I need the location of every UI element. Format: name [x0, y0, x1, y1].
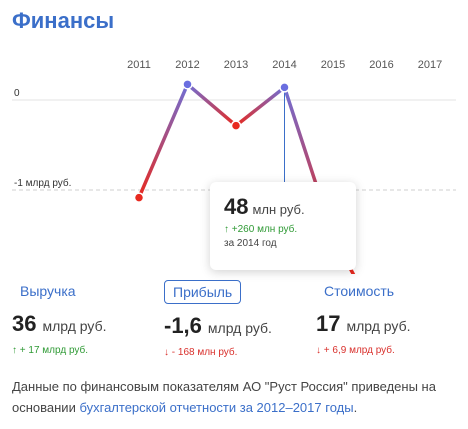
metric-profit[interactable]: Прибыль -1,6 млрд руб. ↓ - 168 млн руб.: [164, 280, 314, 358]
data-point: [182, 79, 193, 90]
accounting-report-link[interactable]: бухгалтерской отчетности за 2012–2017 го…: [79, 400, 354, 415]
y-tick-label: -1 млрд руб.: [14, 177, 71, 189]
metrics-panel: Выручка 36 млрд руб. ↑ + 17 млрд руб. Пр…: [0, 280, 468, 370]
page-title: Финансы: [12, 8, 115, 33]
x-tick-label: 2017: [418, 59, 442, 71]
x-tick-label: 2016: [369, 59, 393, 71]
series-line-segment: [185, 82, 238, 128]
value-value: 17: [316, 311, 341, 336]
value-unit: млрд руб.: [346, 318, 411, 334]
x-tick-label: 2011: [127, 59, 151, 71]
x-tick-label: 2013: [224, 59, 248, 71]
revenue-unit: млрд руб.: [42, 318, 107, 334]
series-line-segment: [137, 82, 190, 200]
profit-delta: ↓ - 168 млн руб.: [164, 347, 238, 358]
x-tick-label: 2014: [272, 59, 296, 71]
y-tick-label: 0: [14, 88, 20, 99]
tooltip-value: 48: [224, 194, 249, 219]
description-suffix: .: [353, 400, 358, 415]
tab-profit[interactable]: Прибыль: [164, 280, 242, 304]
tooltip-year: за 2014 год: [224, 238, 277, 249]
value-delta: ↓ + 6,9 млрд руб.: [316, 345, 395, 356]
profit-unit: млрд руб.: [207, 320, 272, 336]
x-tick-label: 2015: [321, 59, 345, 71]
chart-tooltip: 48 млн руб. ↑ +260 млн руб. за 2014 год: [210, 182, 356, 270]
profit-value: -1,6: [164, 313, 202, 338]
profit-chart-svg: 0 -1 млрд руб. 2011 2012 2013 2014 2015 2016 201…: [12, 59, 456, 274]
x-tick-label: 2012: [175, 59, 199, 71]
description-text: Данные по финансовым показателям АО "Рус…: [12, 379, 436, 415]
metric-value[interactable]: Стоимость 17 млрд руб. ↓ + 6,9 млрд руб.: [316, 280, 466, 356]
tooltip-delta: ↑ +260 млн руб.: [224, 224, 298, 235]
series-line-segment: [234, 85, 287, 128]
tab-value[interactable]: Стоимость: [324, 283, 395, 299]
data-point: [133, 192, 145, 203]
data-point: [279, 82, 290, 93]
data-point: [230, 120, 242, 131]
metric-revenue[interactable]: Выручка 36 млрд руб. ↑ + 17 млрд руб.: [12, 280, 162, 356]
profit-chart[interactable]: 0 -1 млрд руб. 2011 2012 2013 2014 2015 2016 201…: [0, 48, 468, 274]
revenue-value: 36: [12, 311, 37, 336]
tab-revenue[interactable]: Выручка: [20, 283, 76, 299]
revenue-delta: ↑ + 17 млрд руб.: [12, 345, 89, 356]
tooltip-unit: млн руб.: [252, 202, 305, 217]
description: Данные по финансовым показателям АО "Рус…: [12, 376, 460, 418]
